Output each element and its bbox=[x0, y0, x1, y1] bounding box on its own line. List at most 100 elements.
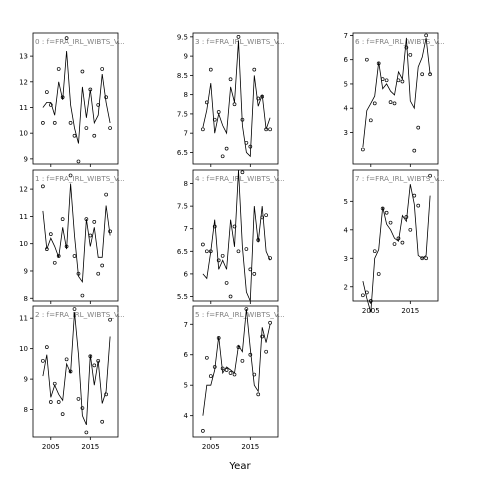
observed-point bbox=[108, 317, 112, 322]
observed-point bbox=[408, 227, 413, 232]
observed-point bbox=[84, 126, 89, 130]
observed-point bbox=[64, 36, 69, 40]
observed-point bbox=[100, 263, 105, 268]
y-tick-label: 12 bbox=[19, 78, 28, 86]
observed-point bbox=[48, 103, 53, 107]
observed-point bbox=[384, 78, 389, 83]
observed-point bbox=[392, 101, 397, 106]
y-tick-label: 3 bbox=[344, 255, 348, 263]
panel-frame bbox=[32, 305, 119, 438]
observed-point bbox=[400, 79, 405, 84]
fitted-line bbox=[202, 169, 271, 302]
observed-point bbox=[420, 72, 425, 77]
observed-point bbox=[424, 33, 428, 38]
observed-point bbox=[60, 217, 65, 221]
observed-point bbox=[56, 254, 61, 258]
observed-point bbox=[48, 400, 53, 404]
observed-point bbox=[52, 381, 57, 386]
observed-point bbox=[364, 57, 369, 62]
panel-1: 3 : f=FRA_IRL_WIBTS_V... 6.5 7 7.5 8 8.5 9 9.5 bbox=[177, 32, 285, 167]
observed-point bbox=[84, 430, 89, 435]
observed-point bbox=[56, 400, 61, 404]
panel-4: 4 : f=FRA_IRL_WIBTS_V... 5.5 6 6.5 7 7.5 8 bbox=[177, 169, 285, 304]
observed-point bbox=[84, 217, 89, 221]
panel-frame bbox=[32, 169, 119, 302]
observed-point bbox=[416, 125, 421, 130]
observed-point bbox=[268, 256, 272, 260]
observed-point bbox=[212, 117, 217, 122]
observed-point bbox=[268, 127, 272, 132]
y-tick-label: 11 bbox=[19, 213, 28, 221]
y-tick-label: 7.5 bbox=[177, 110, 188, 118]
observed-point bbox=[216, 110, 221, 114]
observed-point bbox=[68, 121, 73, 125]
observed-point bbox=[400, 240, 405, 245]
y-tick-label: 6 bbox=[184, 351, 189, 359]
y-tick-label: 8.5 bbox=[177, 72, 188, 80]
observed-point bbox=[76, 397, 81, 401]
y-tick-label: 2 bbox=[344, 283, 348, 291]
observed-point bbox=[56, 67, 61, 71]
observed-point bbox=[72, 254, 77, 258]
observed-point bbox=[208, 249, 213, 254]
observed-point bbox=[216, 258, 221, 263]
x-tick-label: 2005 bbox=[202, 443, 220, 451]
panel-title: 4 : f=FRA_IRL_WIBTS_V... bbox=[195, 174, 285, 183]
observed-point bbox=[80, 406, 85, 410]
observed-point bbox=[212, 365, 217, 369]
x-tick-label: 2005 bbox=[42, 443, 60, 451]
observed-point bbox=[424, 256, 428, 261]
fitted-line bbox=[42, 50, 111, 144]
observed-point bbox=[412, 148, 417, 153]
observed-point bbox=[204, 249, 209, 254]
observed-point bbox=[248, 144, 253, 149]
observed-point bbox=[252, 372, 257, 377]
observed-point bbox=[76, 271, 81, 276]
observed-point bbox=[240, 117, 245, 122]
observed-point bbox=[220, 253, 225, 258]
panel-frame bbox=[192, 305, 279, 438]
panel-title: 3 : f=FRA_IRL_WIBTS_V... bbox=[195, 37, 285, 46]
observed-point bbox=[60, 95, 65, 100]
observed-point bbox=[264, 349, 268, 354]
panel-title: 0 : f=FRA_IRL_WIBTS_V... bbox=[35, 37, 125, 46]
y-tick-label: 4 bbox=[344, 226, 349, 234]
observed-point bbox=[100, 419, 105, 424]
y-tick-label: 5 bbox=[344, 80, 348, 88]
y-tick-label: 4 bbox=[184, 412, 189, 420]
observed-point bbox=[108, 126, 112, 130]
observed-point bbox=[68, 173, 73, 178]
y-tick-label: 6 bbox=[184, 270, 189, 278]
observed-point bbox=[252, 67, 257, 72]
observed-point bbox=[220, 366, 225, 371]
fitted-line bbox=[202, 308, 271, 416]
y-tick-label: 9 bbox=[24, 376, 28, 384]
observed-point bbox=[48, 232, 53, 236]
y-tick-label: 6 bbox=[344, 56, 349, 64]
panel-title: 7 : f=FRA_IRL_WIBTS_V... bbox=[355, 174, 445, 183]
observed-point bbox=[248, 352, 253, 357]
panel-frame bbox=[352, 32, 439, 165]
y-tick-label: 7 bbox=[184, 321, 188, 329]
observed-point bbox=[52, 121, 57, 125]
observed-point bbox=[201, 242, 205, 247]
observed-point bbox=[244, 247, 249, 251]
observed-point bbox=[372, 101, 377, 106]
observed-point bbox=[260, 94, 265, 99]
fitted-line bbox=[362, 184, 431, 313]
observed-point bbox=[80, 293, 85, 298]
y-tick-label: 11 bbox=[19, 104, 28, 112]
y-tick-label: 7 bbox=[184, 130, 188, 138]
observed-point bbox=[380, 206, 385, 211]
observed-point bbox=[92, 363, 97, 368]
observed-point bbox=[104, 392, 108, 397]
panel-title: 6 : f=FRA_IRL_WIBTS_V... bbox=[355, 37, 445, 46]
y-tick-label: 9 bbox=[24, 267, 28, 275]
observed-point bbox=[256, 238, 261, 242]
observed-point bbox=[392, 242, 397, 246]
observed-point bbox=[240, 358, 245, 363]
observed-point bbox=[256, 96, 261, 101]
observed-point bbox=[92, 133, 97, 138]
